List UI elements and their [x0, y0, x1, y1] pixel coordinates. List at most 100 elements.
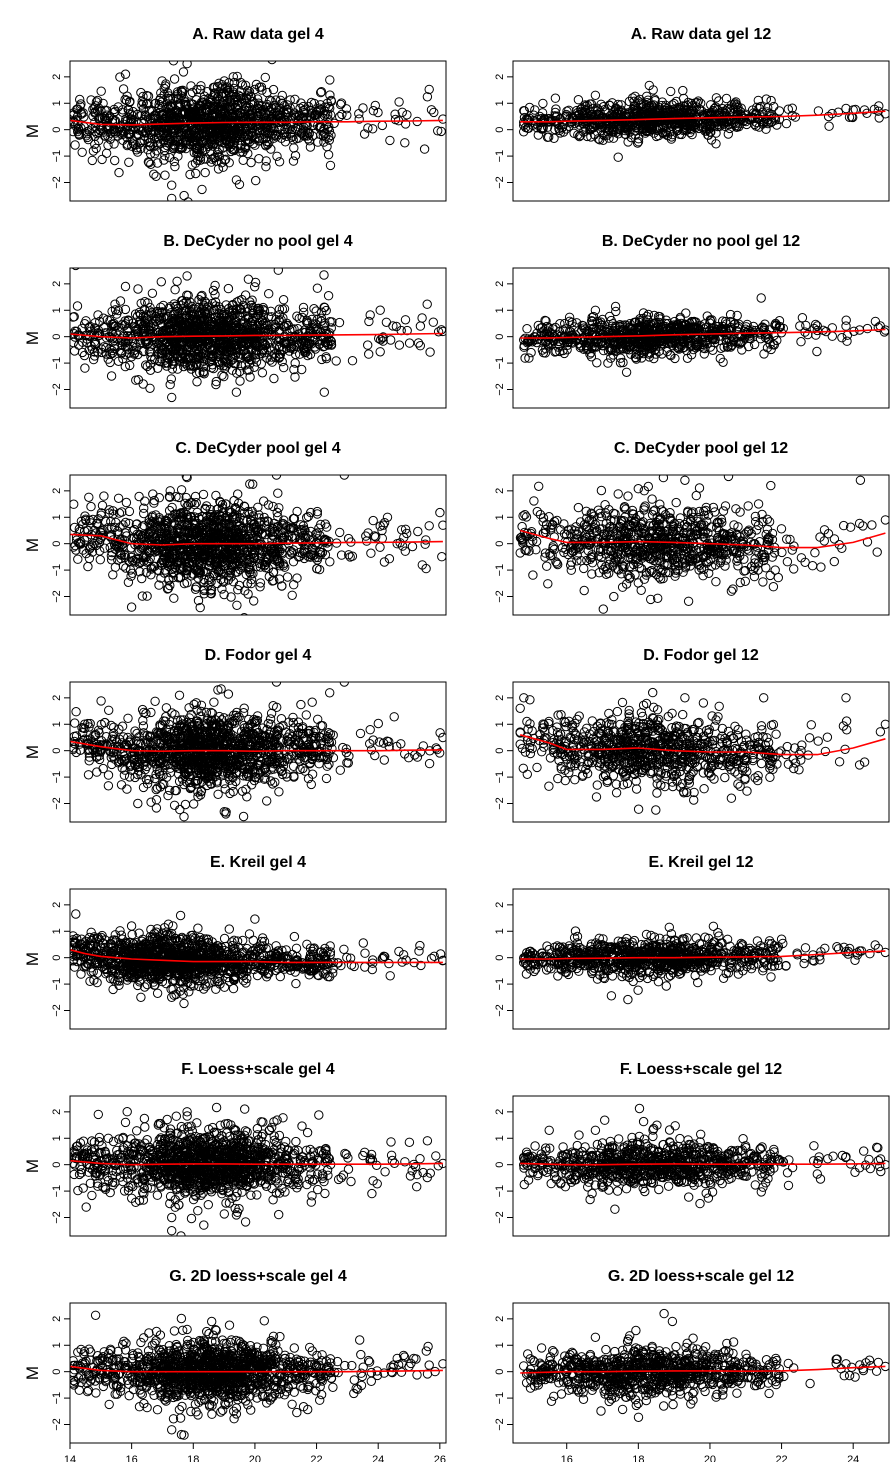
data-point: [213, 119, 223, 129]
data-point: [238, 147, 248, 157]
data-point: [692, 98, 702, 108]
data-point: [159, 155, 169, 165]
data-point: [240, 144, 250, 154]
data-point: [245, 137, 255, 147]
data-point: [218, 162, 228, 172]
data-point: [574, 131, 585, 142]
data-point: [217, 370, 227, 380]
data-point: [247, 119, 258, 129]
data-point: [281, 116, 291, 126]
data-point: [320, 102, 330, 112]
outlier-point: [841, 321, 851, 331]
data-point: [183, 197, 193, 201]
data-point: [112, 309, 122, 319]
data-point: [232, 131, 242, 141]
data-point: [335, 111, 345, 122]
data-point: [247, 295, 257, 305]
data-point: [86, 95, 96, 105]
data-point: [362, 536, 372, 546]
data-point: [316, 87, 327, 97]
y-tick-label: −2: [51, 383, 63, 396]
data-point: [602, 130, 612, 140]
data-point: [226, 146, 236, 157]
data-point: [81, 129, 92, 139]
y-tick-label: 0: [494, 334, 506, 340]
y-tick-label: −1: [494, 150, 506, 163]
data-point: [153, 108, 163, 119]
data-point: [285, 103, 295, 113]
data-point: [73, 119, 83, 130]
data-point: [267, 61, 277, 65]
data-point: [193, 131, 204, 141]
data-point: [160, 170, 170, 180]
data-point: [149, 169, 159, 179]
data-point: [325, 75, 335, 85]
data-point: [209, 132, 219, 142]
data-point: [616, 100, 626, 110]
data-point: [422, 299, 432, 309]
scatter-points: [519, 293, 889, 377]
scatter-points: [70, 268, 446, 403]
data-point: [751, 108, 761, 119]
data-point: [394, 97, 404, 107]
data-point: [322, 141, 332, 152]
data-point: [614, 124, 624, 135]
data-point: [216, 119, 226, 129]
data-point: [364, 349, 374, 359]
data-point: [663, 106, 673, 116]
data-point: [150, 149, 160, 159]
data-point: [375, 347, 385, 357]
data-point: [100, 116, 111, 126]
data-point: [633, 134, 644, 144]
data-point: [91, 143, 101, 154]
data-point: [400, 119, 411, 129]
y-tick-label: 1: [494, 307, 506, 313]
data-point: [169, 135, 179, 146]
data-point: [224, 78, 234, 88]
data-point: [703, 110, 713, 121]
data-point: [74, 125, 84, 135]
data-point: [326, 130, 336, 141]
data-point: [772, 120, 782, 130]
data-point: [143, 145, 153, 155]
y-tick-label: 1: [51, 307, 63, 313]
data-point: [171, 126, 181, 136]
data-point: [266, 144, 276, 154]
data-point: [644, 101, 655, 111]
data-point: [216, 106, 226, 116]
data-point: [297, 312, 307, 323]
data-point: [157, 102, 167, 112]
data-point: [199, 127, 209, 138]
data-point: [419, 144, 430, 154]
data-point: [136, 116, 147, 127]
data-point: [290, 150, 301, 161]
data-point: [186, 51, 194, 59]
y-axis-label: M: [23, 124, 42, 138]
data-point: [271, 95, 281, 105]
data-point: [279, 362, 289, 373]
data-point: [679, 124, 689, 134]
data-point: [213, 164, 224, 174]
panel-title: A. Raw data gel 4: [192, 26, 324, 43]
data-point: [179, 306, 189, 316]
data-point: [660, 100, 671, 111]
data-point: [751, 121, 761, 131]
data-point: [224, 158, 234, 168]
data-point: [305, 111, 316, 121]
data-point: [225, 96, 235, 106]
data-point: [342, 110, 352, 121]
data-point: [92, 129, 102, 139]
data-point: [377, 120, 387, 131]
data-point: [257, 85, 267, 95]
data-point: [630, 105, 640, 116]
data-point: [177, 143, 188, 153]
data-point: [573, 95, 584, 105]
data-point: [582, 104, 593, 114]
outlier-point: [880, 109, 889, 119]
data-point: [610, 301, 621, 312]
data-point: [593, 134, 603, 144]
data-point: [142, 90, 152, 101]
data-point: [274, 503, 284, 513]
data-point: [525, 113, 535, 124]
data-point: [191, 168, 201, 179]
